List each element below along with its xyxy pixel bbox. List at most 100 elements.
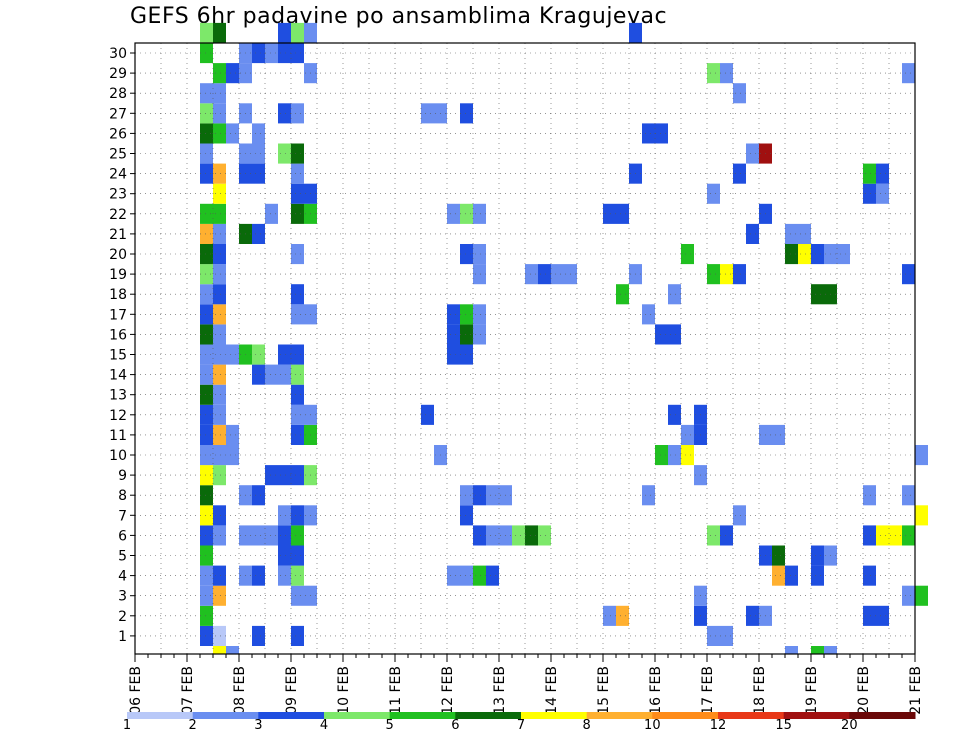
- heatmap-cell: [915, 505, 928, 526]
- heatmap-cell: [226, 344, 239, 365]
- heatmap-cell: [252, 364, 265, 385]
- heatmap-cell: [785, 646, 798, 654]
- heatmap-cell: [876, 605, 889, 626]
- heatmap-cell: [473, 304, 486, 325]
- x-tick-label: 18 FEB: [752, 666, 768, 715]
- heatmap-cell: [707, 625, 720, 646]
- heatmap-cell: [915, 445, 928, 466]
- y-tick-label: 15: [109, 348, 127, 364]
- colorbar-swatch: [127, 712, 194, 719]
- heatmap-cell: [213, 424, 226, 445]
- colorbar-label: 15: [775, 718, 792, 733]
- heatmap-cell: [447, 304, 460, 325]
- heatmap-cell: [811, 646, 824, 654]
- heatmap-cell: [772, 565, 785, 586]
- heatmap-cell: [200, 123, 213, 144]
- heatmap-cell: [200, 465, 213, 486]
- heatmap-cell: [798, 244, 811, 265]
- heatmap-cell: [200, 605, 213, 626]
- x-tick-label: 15 FEB: [596, 666, 612, 715]
- heatmap-cell: [291, 183, 304, 204]
- heatmap-cell: [200, 264, 213, 285]
- heatmap-cell: [291, 424, 304, 445]
- heatmap-cell: [863, 525, 876, 546]
- heatmap-cell: [213, 625, 226, 646]
- x-tick-label: 10 FEB: [336, 666, 352, 715]
- heatmap-cell: [252, 223, 265, 244]
- heatmap-cell: [668, 284, 681, 305]
- heatmap-cell: [252, 485, 265, 506]
- heatmap-cell: [265, 525, 278, 546]
- colorbar-label: 10: [644, 718, 661, 733]
- heatmap-cell: [460, 304, 473, 325]
- y-tick-label: 14: [109, 368, 127, 384]
- heatmap-cell: [291, 103, 304, 124]
- y-tick-label: 18: [109, 287, 127, 303]
- y-tick-label: 30: [109, 46, 127, 62]
- heatmap-cell: [213, 646, 226, 654]
- y-tick-label: 1: [118, 629, 127, 645]
- y-tick-label: 8: [118, 488, 127, 504]
- heatmap-cell: [707, 264, 720, 285]
- heatmap-cell: [629, 22, 642, 43]
- dotted-grid: [134, 43, 916, 654]
- heatmap-cell: [213, 565, 226, 586]
- heatmap-cell: [265, 203, 278, 224]
- heatmap-cell: [824, 646, 837, 654]
- heatmap-cell: [278, 22, 291, 43]
- colorbar-swatch: [652, 712, 719, 719]
- heatmap-cell: [213, 465, 226, 486]
- heatmap-cell: [291, 43, 304, 64]
- heatmap-cell: [486, 565, 499, 586]
- heatmap-cell: [200, 625, 213, 646]
- heatmap-cell: [460, 485, 473, 506]
- heatmap-cell: [291, 384, 304, 405]
- heatmap-cell: [213, 244, 226, 265]
- heatmap-cell: [915, 585, 928, 606]
- heatmap-cell: [707, 63, 720, 84]
- heatmap-cell: [655, 445, 668, 466]
- heatmap-cell: [655, 123, 668, 144]
- heatmap-cell: [772, 545, 785, 566]
- heatmap-cell: [213, 525, 226, 546]
- colorbar-label: 7: [516, 718, 526, 733]
- heatmap-cell: [200, 585, 213, 606]
- heatmap-cell: [213, 505, 226, 526]
- y-tick-label: 4: [118, 569, 127, 585]
- heatmap-cell: [733, 264, 746, 285]
- heatmap-cell: [811, 565, 824, 586]
- heatmap-cell: [291, 364, 304, 385]
- heatmap-cell: [681, 424, 694, 445]
- heatmap-cell: [200, 525, 213, 546]
- heatmap-cell: [876, 183, 889, 204]
- heatmap-cell: [213, 103, 226, 124]
- heatmap-cell: [278, 565, 291, 586]
- heatmap-cell: [460, 565, 473, 586]
- y-tick-label: 19: [109, 267, 127, 283]
- heatmap-cell: [226, 63, 239, 84]
- y-tick-label: 7: [118, 508, 127, 524]
- y-tick-label: 17: [109, 307, 127, 323]
- heatmap-cell: [200, 445, 213, 466]
- heatmap-cell: [486, 525, 499, 546]
- heatmap-cell: [616, 203, 629, 224]
- x-tick-label: 06 FEB: [128, 666, 144, 715]
- x-tick-label: 21 FEB: [908, 666, 924, 715]
- colorbar-label: 1: [122, 718, 132, 733]
- heatmap-cell: [473, 525, 486, 546]
- heatmap-cell: [213, 22, 226, 43]
- heatmap-cell: [512, 525, 525, 546]
- x-tick-label: 08 FEB: [232, 666, 248, 715]
- heatmap-cell: [603, 203, 616, 224]
- colorbar-label: 3: [254, 718, 263, 733]
- y-tick-label: 29: [109, 66, 127, 82]
- heatmap-cell: [772, 424, 785, 445]
- heatmap-cell: [837, 244, 850, 265]
- heatmap-cell: [213, 264, 226, 285]
- x-axis: 06 FEB 07 FEB 08 FEB 09 FEB 10 FEB 11 FEB 12 F…: [128, 654, 924, 715]
- heatmap-cell: [746, 605, 759, 626]
- colorbar-label: 8: [582, 718, 591, 733]
- heatmap-cell: [252, 625, 265, 646]
- heatmap-cell: [538, 525, 551, 546]
